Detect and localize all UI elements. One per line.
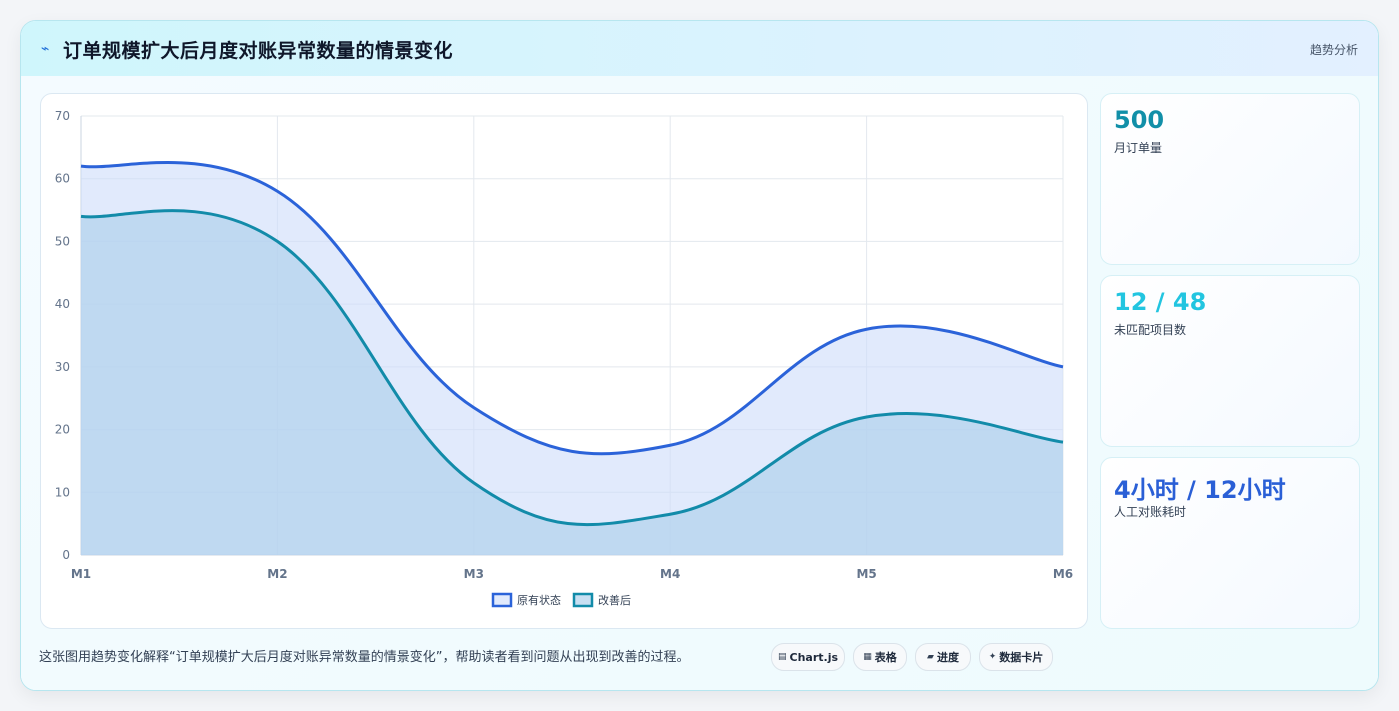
y-tick-label: 20 [55,423,70,437]
chart-icon: ▤ [777,652,787,662]
legend-swatch [572,592,594,608]
card-header: ⌁ 订单规模扩大后月度对账异常数量的情景变化 趋势分析 [21,21,1378,76]
chip-table[interactable]: ▦ 表格 [853,643,907,671]
x-tick-label: M5 [856,567,876,581]
chart-description: 这张图用趋势变化解释“订单规模扩大后月度对账异常数量的情景变化”，帮助读者看到问… [39,650,690,665]
stat-label: 人工对账耗时 [1114,505,1187,519]
stat-card-hours: 4小时 / 12小时 人工对账耗时 [1100,457,1360,629]
x-tick-label: M6 [1053,567,1073,581]
x-tick-label: M3 [464,567,484,581]
chip-label: 数据卡片 [999,651,1044,664]
stat-card-orders: 500 月订单量 [1100,93,1360,265]
chart-card: ⌁ 订单规模扩大后月度对账异常数量的情景变化 趋势分析 0 10 20 30 40 50 6… [20,20,1379,691]
legend-label: 改善后 [598,593,631,607]
stat-value: 4小时 / 12小时 [1114,476,1286,504]
series-area-2 [81,210,1063,555]
x-tick-label: M1 [71,567,91,581]
chip-label: 表格 [874,651,897,664]
chip-label: 进度 [936,651,959,664]
chip-label: Chart.js [789,650,839,664]
area-chart: 0 10 20 30 40 50 60 70 M1 M2 M3 M4 M5 M6 原有状态 改善后 [55,109,1073,608]
y-tick-label: 0 [62,548,70,562]
x-tick-label: M2 [267,567,287,581]
y-tick-label: 10 [55,485,70,499]
y-tick-label: 60 [55,172,70,186]
x-tick-label: M4 [660,567,680,581]
y-tick-label: 40 [55,297,70,311]
category-tag: 趋势分析 [1309,43,1358,57]
y-tick-label: 50 [55,234,70,248]
chip-progress[interactable]: ▰ 进度 [915,643,971,671]
progress-icon: ▰ [927,652,934,662]
stat-label: 月订单量 [1114,141,1163,155]
stat-value: 12 / 48 [1114,288,1207,316]
legend-swatch [491,592,513,608]
table-icon: ▦ [863,652,872,662]
trend-icon: ⌁ [41,41,50,57]
stat-card-unmatched: 12 / 48 未匹配项目数 [1100,275,1360,447]
series-line-2 [80,209,1064,527]
y-tick-label: 70 [55,109,70,123]
chip-data-cards[interactable]: ✦ 数据卡片 [979,643,1053,671]
series-line-1 [80,160,1064,456]
chart-panel: 0 10 20 30 40 50 60 70 M1 M2 M3 M4 M5 M6 原有状态 改善后 [40,93,1088,629]
card-body: 0 10 20 30 40 50 60 70 M1 M2 M3 M4 M5 M6 原有状态 改善后 500 月… [21,76,1378,690]
chip-chartjs[interactable]: ▤ Chart.js [771,643,845,671]
stat-label: 未匹配项目数 [1114,323,1187,337]
legend-label: 原有状态 [517,593,561,607]
sparkle-icon: ✦ [988,652,997,662]
y-tick-label: 30 [55,360,70,374]
stat-value: 500 [1114,106,1165,134]
page-title: 订单规模扩大后月度对账异常数量的情景变化 [63,40,454,62]
